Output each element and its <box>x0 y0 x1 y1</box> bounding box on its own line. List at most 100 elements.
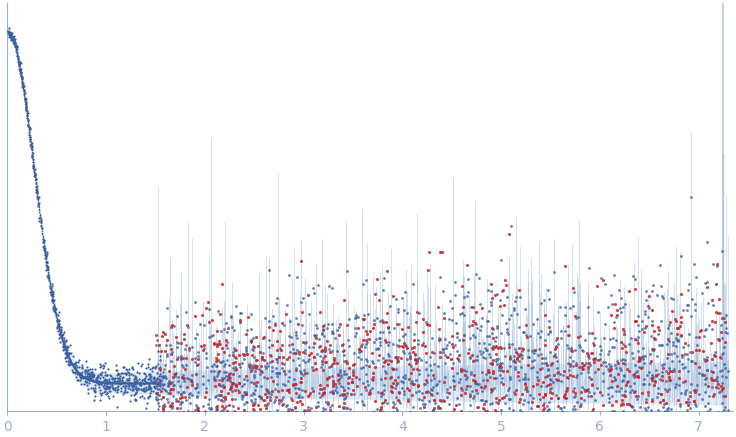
Point <box>310 334 322 341</box>
Point <box>270 356 282 363</box>
Point <box>529 346 541 353</box>
Point <box>149 378 160 385</box>
Point <box>703 393 715 400</box>
Point <box>213 381 224 388</box>
Point <box>350 373 361 380</box>
Point <box>72 376 84 383</box>
Point <box>230 386 241 393</box>
Point <box>606 392 618 399</box>
Point <box>220 319 232 326</box>
Point <box>539 391 551 398</box>
Point <box>119 382 131 389</box>
Point <box>289 381 301 388</box>
Point <box>710 280 722 287</box>
Point <box>337 392 349 399</box>
Point <box>398 307 410 314</box>
Point <box>102 383 113 390</box>
Point <box>375 376 387 383</box>
Point <box>7 34 18 41</box>
Point <box>603 394 615 401</box>
Point <box>652 330 664 337</box>
Point <box>91 375 102 382</box>
Point <box>35 216 46 223</box>
Point <box>447 385 459 392</box>
Point <box>153 392 165 399</box>
Point <box>609 319 620 326</box>
Point <box>65 357 77 364</box>
Point <box>122 379 134 386</box>
Point <box>149 365 161 372</box>
Point <box>693 391 705 398</box>
Point <box>619 300 631 307</box>
Point <box>545 377 556 384</box>
Point <box>387 293 399 300</box>
Point <box>58 346 70 353</box>
Point <box>102 366 114 373</box>
Point <box>335 371 347 378</box>
Point <box>636 317 648 324</box>
Point <box>542 419 554 426</box>
Point <box>21 110 32 117</box>
Point <box>24 135 36 142</box>
Point <box>264 428 276 435</box>
Point <box>505 423 517 430</box>
Point <box>484 350 495 357</box>
Point <box>442 436 453 437</box>
Point <box>61 347 73 354</box>
Point <box>464 411 475 418</box>
Point <box>539 341 551 348</box>
Point <box>34 210 46 217</box>
Point <box>85 377 97 384</box>
Point <box>471 352 483 359</box>
Point <box>44 282 56 289</box>
Point <box>404 355 416 362</box>
Point <box>552 395 564 402</box>
Point <box>75 371 87 378</box>
Point <box>60 348 72 355</box>
Point <box>37 238 49 245</box>
Point <box>102 385 113 392</box>
Point <box>18 89 29 96</box>
Point <box>8 35 20 42</box>
Point <box>647 281 659 288</box>
Point <box>87 378 99 385</box>
Point <box>604 368 615 375</box>
Point <box>200 385 212 392</box>
Point <box>261 416 273 423</box>
Point <box>470 380 481 387</box>
Point <box>397 343 409 350</box>
Point <box>88 378 99 385</box>
Point <box>502 420 514 427</box>
Point <box>138 379 149 386</box>
Point <box>260 364 272 371</box>
Point <box>37 231 49 238</box>
Point <box>414 430 425 437</box>
Point <box>290 390 302 397</box>
Point <box>317 326 329 333</box>
Point <box>545 385 557 392</box>
Point <box>17 81 29 88</box>
Point <box>216 377 227 384</box>
Point <box>387 340 399 347</box>
Point <box>216 375 228 382</box>
Point <box>37 235 49 242</box>
Point <box>143 385 155 392</box>
Point <box>132 379 144 386</box>
Point <box>188 435 200 437</box>
Point <box>45 292 57 299</box>
Point <box>320 422 332 429</box>
Point <box>434 336 445 343</box>
Point <box>222 402 234 409</box>
Point <box>88 372 99 379</box>
Point <box>146 379 158 386</box>
Point <box>46 288 57 295</box>
Point <box>616 392 628 399</box>
Point <box>569 347 581 354</box>
Point <box>454 311 466 318</box>
Point <box>54 332 66 339</box>
Point <box>119 386 131 393</box>
Point <box>498 394 509 401</box>
Point <box>406 379 417 386</box>
Point <box>298 409 310 416</box>
Point <box>85 365 97 372</box>
